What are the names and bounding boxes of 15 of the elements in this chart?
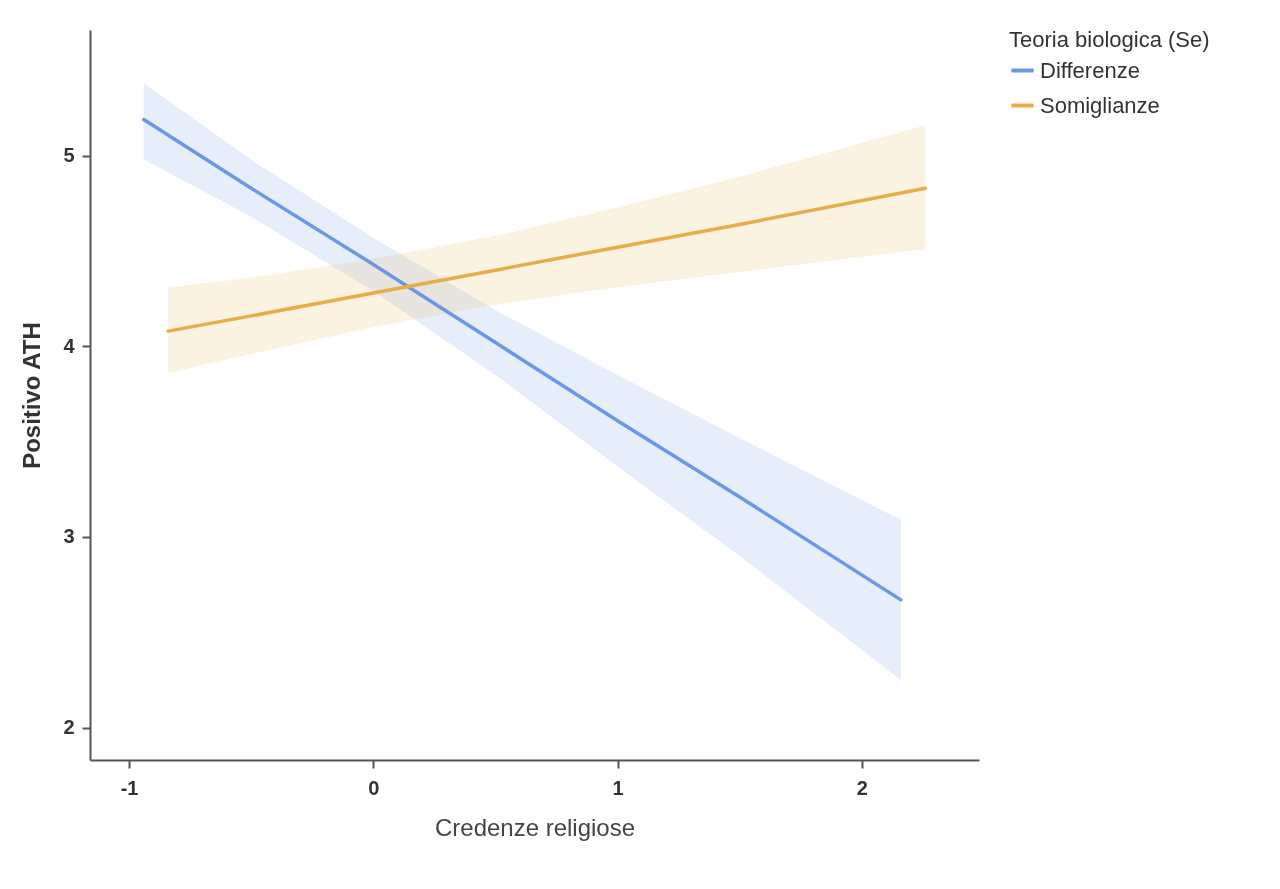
y-tick-label: 3 — [63, 525, 75, 548]
legend-label: Somiglianze — [1040, 92, 1160, 118]
legend-title: Teoria biologica (Se) — [1009, 27, 1210, 52]
y-axis-title: Positivo ATH — [18, 322, 46, 469]
legend-label: Differenze — [1040, 57, 1140, 83]
y-tick-label: 4 — [63, 334, 76, 357]
x-tick-label: 2 — [856, 776, 868, 799]
y-tick-label: 2 — [63, 716, 75, 739]
x-tick-label: -1 — [120, 776, 139, 799]
line-series — [166, 186, 928, 333]
x-tick-label: 0 — [368, 776, 380, 799]
x-tick-label: 1 — [612, 776, 624, 799]
y-tick-label: 5 — [63, 144, 75, 167]
line-series — [141, 117, 903, 602]
x-axis-title: Credenze religiose — [434, 813, 636, 841]
